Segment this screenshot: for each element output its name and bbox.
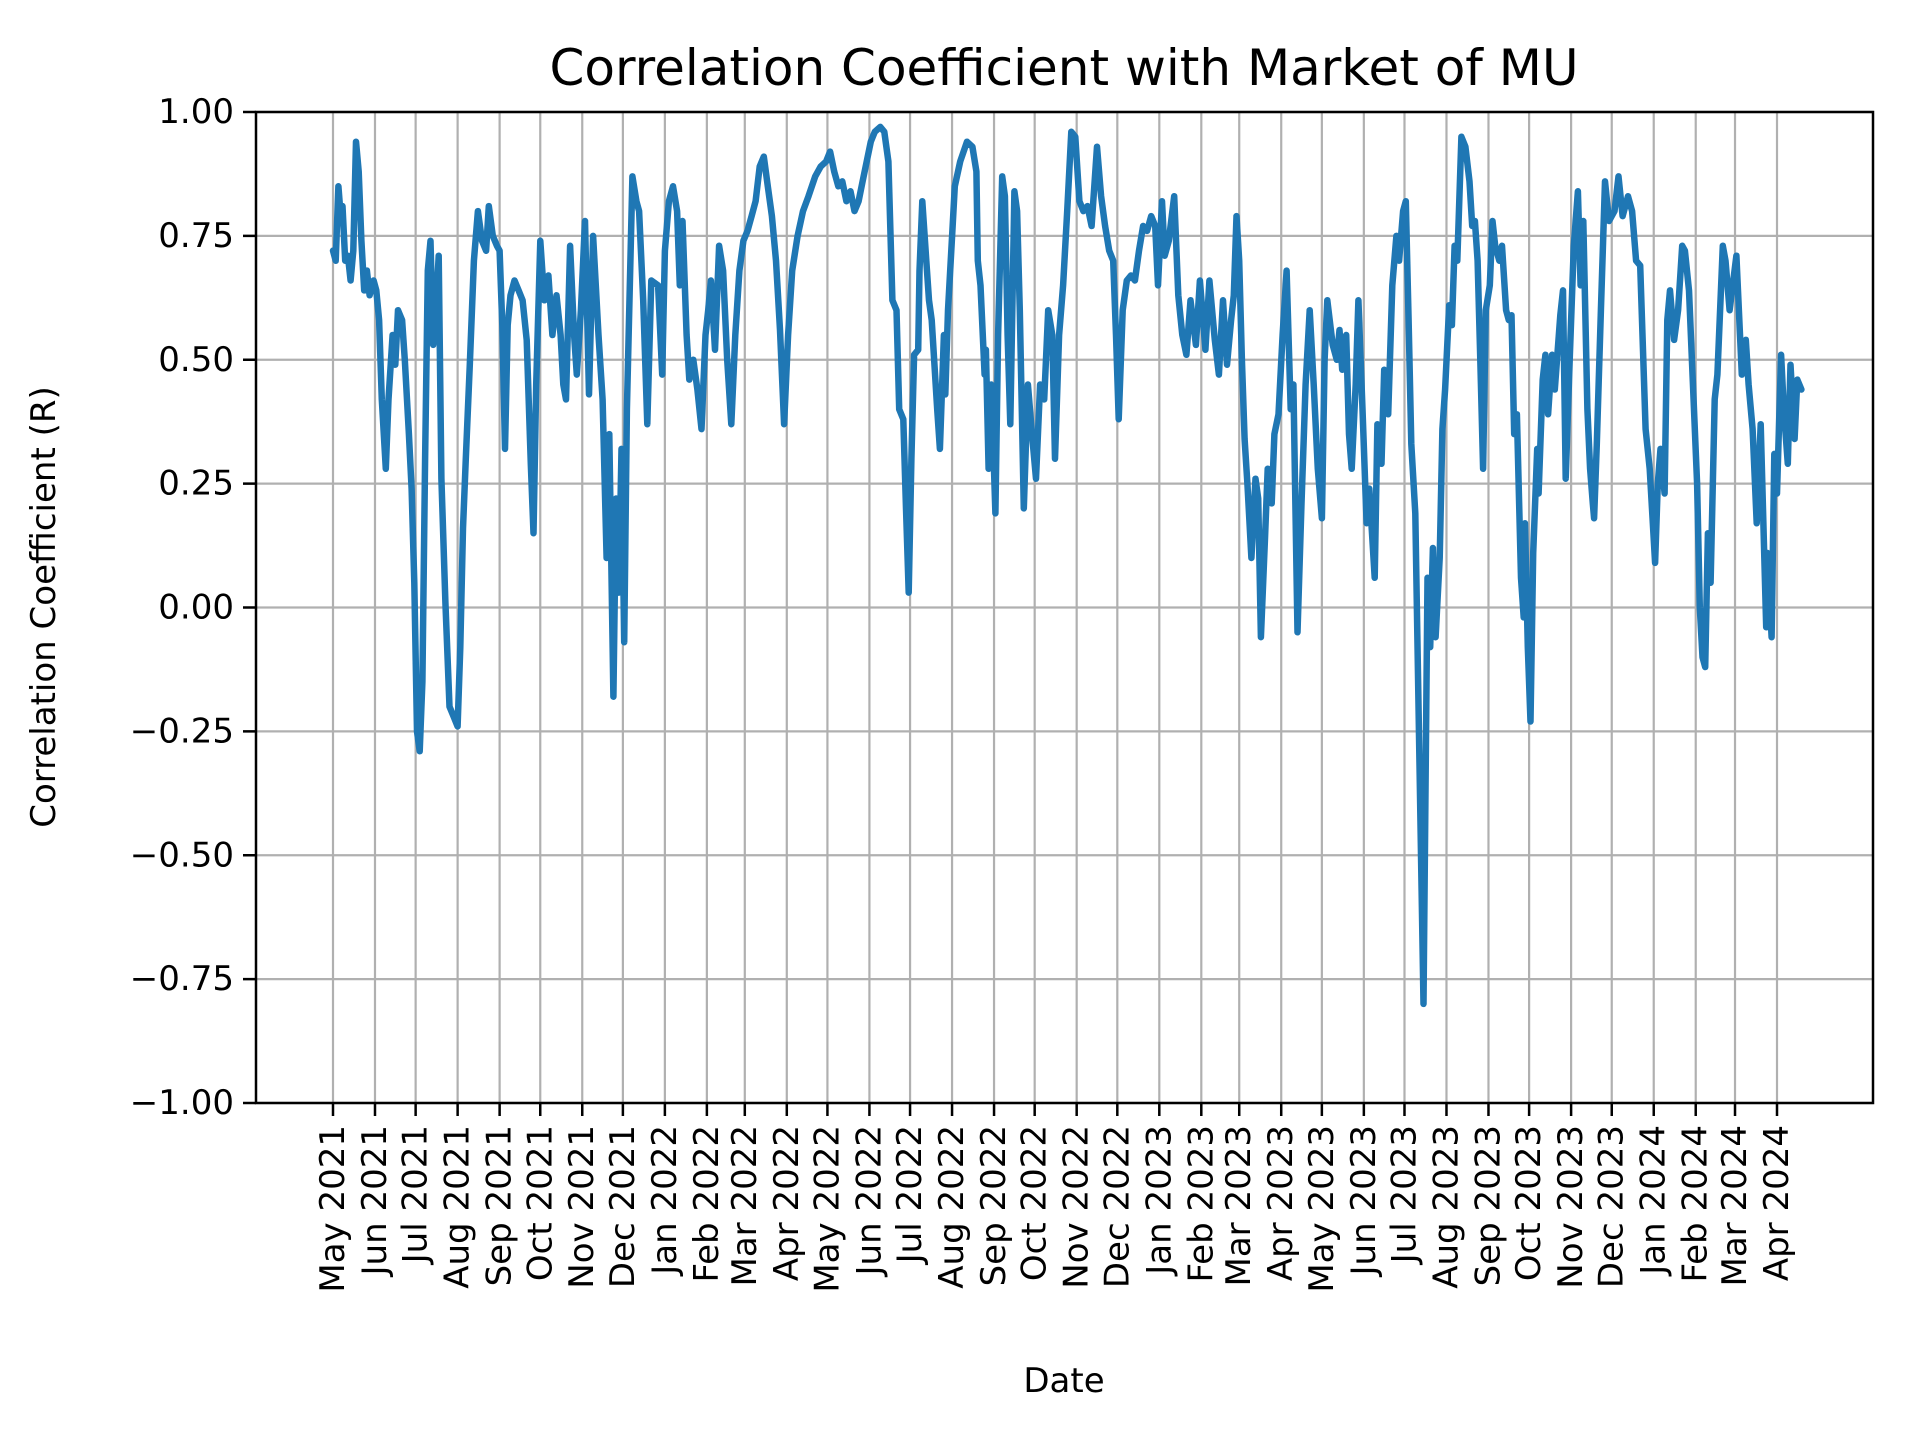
x-tick-label: Nov 2023: [1551, 1125, 1591, 1289]
x-tick-label: Jul 2022: [890, 1125, 930, 1265]
x-tick-label: Feb 2022: [687, 1125, 727, 1283]
x-tick-label: Sep 2023: [1468, 1125, 1508, 1286]
x-tick-label: Sep 2021: [480, 1125, 520, 1286]
x-tick-label: Jun 2023: [1344, 1125, 1384, 1277]
x-tick-label: Sep 2022: [974, 1125, 1014, 1286]
x-tick-label: Jan 2022: [645, 1125, 685, 1277]
x-tick-label: Aug 2022: [932, 1125, 972, 1289]
x-axis-label: Date: [1023, 1361, 1104, 1401]
x-tick-label: Jun 2021: [355, 1125, 395, 1277]
y-axis-label: Correlation Coefficient (R): [24, 386, 64, 828]
x-tick-label: Jan 2023: [1139, 1125, 1179, 1277]
y-axis-tick-labels: 1.00 0.75 0.50 0.25 0.00 −0.25 −0.50 −0.75 −1.00: [130, 92, 234, 1123]
y-tick-label: −0.75: [130, 959, 234, 999]
x-tick-label: Dec 2022: [1097, 1125, 1137, 1288]
x-tick-label: Aug 2021: [438, 1125, 478, 1289]
x-tick-label: Feb 2024: [1676, 1125, 1716, 1283]
x-axis-ticks: [331, 1103, 1779, 1116]
x-tick-label: Apr 2023: [1261, 1125, 1301, 1281]
y-tick-label: 0.50: [158, 340, 234, 380]
x-tick-label: Nov 2021: [562, 1125, 602, 1289]
y-tick-label: 1.00: [158, 92, 234, 132]
x-tick-label: Feb 2023: [1181, 1125, 1221, 1283]
x-tick-label: Apr 2024: [1757, 1125, 1797, 1281]
y-tick-label: −0.25: [130, 711, 234, 751]
x-tick-label: Mar 2024: [1715, 1125, 1755, 1286]
y-axis-ticks: [243, 110, 256, 1105]
x-tick-label: May 2021: [313, 1125, 353, 1293]
series: [329, 123, 1805, 1008]
x-axis-tick-labels: May 2021 Jun 2021 Jul 2021 Aug 2021 Sep 2021…: [313, 1125, 1797, 1293]
x-tick-label: Jan 2024: [1634, 1125, 1674, 1277]
x-tick-label: May 2023: [1302, 1125, 1342, 1293]
chart-title: Correlation Coefficient with Market of M…: [549, 39, 1578, 97]
y-tick-label: 0.25: [158, 464, 234, 504]
y-tick-label: −1.00: [130, 1083, 234, 1123]
y-tick-label: 0.75: [158, 216, 234, 256]
x-tick-label: Dec 2021: [603, 1125, 643, 1288]
x-tick-label: Mar 2022: [725, 1125, 765, 1286]
x-tick-label: Apr 2022: [767, 1125, 807, 1281]
x-tick-label: Aug 2023: [1426, 1125, 1466, 1289]
x-tick-label: Nov 2022: [1057, 1125, 1097, 1289]
x-tick-label: Jul 2021: [396, 1125, 436, 1265]
x-tick-label: Dec 2023: [1592, 1125, 1632, 1288]
y-tick-label: 0.00: [158, 588, 234, 628]
x-tick-label: Oct 2021: [520, 1125, 560, 1281]
x-tick-label: Oct 2023: [1509, 1125, 1549, 1281]
x-tick-label: Mar 2023: [1219, 1125, 1259, 1286]
x-tick-label: Jul 2023: [1384, 1125, 1424, 1265]
x-tick-label: May 2022: [807, 1125, 847, 1293]
x-tick-label: Oct 2022: [1015, 1125, 1055, 1281]
correlation-line: [329, 123, 1805, 1008]
x-tick-label: Jun 2022: [849, 1125, 889, 1277]
y-tick-label: −0.50: [130, 835, 234, 875]
